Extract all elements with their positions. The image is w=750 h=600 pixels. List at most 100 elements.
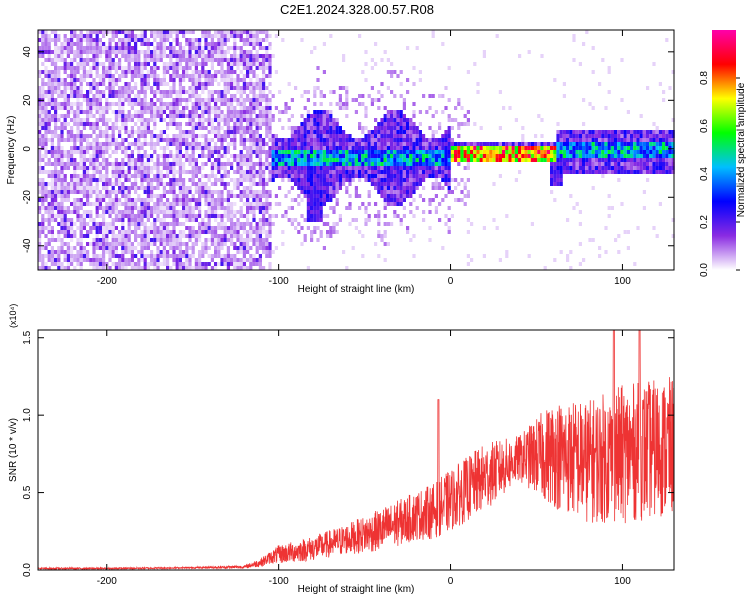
spectrogram-cell (73, 178, 77, 182)
spectrogram-cell (374, 118, 378, 122)
spectrogram-cell (268, 178, 272, 182)
spectrogram-cell (134, 94, 138, 98)
spectrogram-cell (73, 110, 77, 114)
spectrogram-cell (178, 78, 182, 82)
spectrogram-cell (258, 254, 262, 258)
spectrogram-cell (434, 146, 438, 150)
spectrogram-cell (249, 190, 253, 194)
spectrogram-cell (306, 158, 310, 162)
spectrogram-cell (105, 158, 109, 162)
spectrogram-cell (153, 238, 157, 242)
spectrogram-cell (172, 114, 176, 118)
spectrogram-cell (150, 30, 154, 34)
spectrogram-cell (364, 106, 368, 110)
spectrogram-cell (134, 198, 138, 202)
spectrogram-cell (146, 214, 150, 218)
spectrogram-cell (185, 150, 189, 154)
spectrogram-cell (204, 58, 208, 62)
spectrogram-cell (95, 222, 99, 226)
spectrogram-cell (319, 126, 323, 130)
spectrogram-cell (76, 186, 80, 190)
spectrogram-cell (348, 166, 352, 170)
spectrogram-cell (38, 38, 42, 42)
spectrogram-cell (233, 170, 237, 174)
spectrogram-cell (258, 198, 262, 202)
spectrogram-cell (361, 162, 365, 166)
spectrogram-cell (204, 86, 208, 90)
spectrogram-cell (201, 190, 205, 194)
spectrogram-cell (47, 242, 51, 246)
spectrogram-cell (402, 206, 406, 210)
spectrogram-cell (230, 110, 234, 114)
spectrogram-cell (262, 62, 266, 66)
spectrogram-cell (162, 42, 166, 46)
spectrogram-cell (137, 210, 141, 214)
spectrogram-cell (329, 122, 333, 126)
spectrogram-cell (162, 30, 166, 34)
spectrogram-cell (265, 206, 269, 210)
spectrogram-cell (386, 70, 390, 74)
spectrogram-cell (162, 166, 166, 170)
spectrogram-cell (303, 170, 307, 174)
spectrogram-cell (258, 238, 262, 242)
spectrogram-cell (252, 134, 256, 138)
spectrogram-cell (492, 182, 496, 186)
spectrogram-cell (114, 146, 118, 150)
spectrogram-cell (399, 122, 403, 126)
spectrogram-cell (124, 94, 128, 98)
spectrogram-cell (121, 226, 125, 230)
spectrogram-cell (399, 194, 403, 198)
spectrogram-cell (335, 174, 339, 178)
spectrogram-cell (70, 86, 74, 90)
spectrogram-cell (105, 174, 109, 178)
spectrogram-cell (418, 182, 422, 186)
spectrogram-cell (262, 186, 266, 190)
spectrogram-cell (553, 166, 557, 170)
spectrogram-cell (57, 82, 61, 86)
spectrogram-cell (60, 266, 64, 270)
spectrogram-cell (172, 194, 176, 198)
spectrogram-cell (255, 78, 259, 82)
spectrogram-cell (134, 230, 138, 234)
spectrogram-cell (98, 114, 102, 118)
spectrogram-cell (44, 82, 48, 86)
spectrogram-cell (214, 262, 218, 266)
spectrogram-cell (92, 258, 96, 262)
spectrogram-cell (246, 130, 250, 134)
spectrogram-cell (268, 190, 272, 194)
spectrogram-cell (367, 170, 371, 174)
spectrogram-cell (63, 94, 67, 98)
spectrogram-cell (54, 102, 58, 106)
spectrogram-cell (146, 54, 150, 58)
spectrogram-cell (86, 90, 90, 94)
spectrogram-cell (169, 230, 173, 234)
spectrogram-cell (102, 214, 106, 218)
spectrogram-cell (313, 138, 317, 142)
spectrogram-cell (226, 210, 230, 214)
spectrogram-cell (390, 130, 394, 134)
spectrogram-cell (111, 86, 115, 90)
spectrogram-cell (268, 222, 272, 226)
spectrogram-cell (338, 150, 342, 154)
spectrogram-cell (57, 158, 61, 162)
spectrogram-cell (114, 78, 118, 82)
spectrogram-cell (393, 94, 397, 98)
spectrogram-cell (89, 74, 93, 78)
spectrogram-cell (300, 158, 304, 162)
spectrogram-cell (50, 62, 54, 66)
spectrogram-cell (92, 106, 96, 110)
spectrogram-cell (550, 154, 554, 158)
spectrogram-cell (92, 250, 96, 254)
spectrogram-cell (226, 162, 230, 166)
spectrogram-cell (188, 30, 192, 34)
spectrogram-cell (402, 170, 406, 174)
spectrogram-cell (284, 194, 288, 198)
spectrogram-cell (230, 46, 234, 50)
spectrogram-cell (111, 250, 115, 254)
spectrogram-cell (332, 122, 336, 126)
spectrogram-cell (124, 82, 128, 86)
spectrogram-cell (60, 54, 64, 58)
spectrogram-cell (79, 158, 83, 162)
spectrogram-cell (73, 50, 77, 54)
spectrogram-cell (137, 102, 141, 106)
